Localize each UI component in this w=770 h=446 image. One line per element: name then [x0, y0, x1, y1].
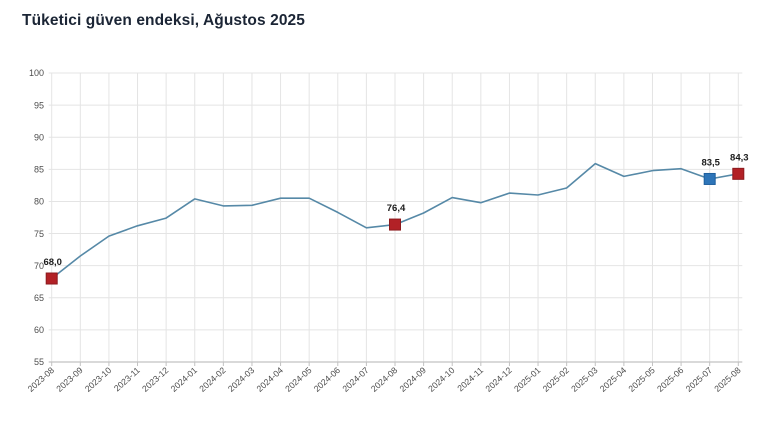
x-tick-label: 2023-11 — [112, 365, 142, 393]
x-tick-label: 2025-04 — [598, 365, 629, 394]
data-point-label-2024-08: 76,4 — [387, 203, 406, 214]
data-point-label-2023-08: 68,0 — [43, 257, 62, 268]
x-tick-label: 2025-06 — [655, 365, 686, 394]
x-tick-label: 2025-08 — [712, 365, 743, 394]
y-tick-label: 80 — [34, 197, 44, 207]
x-tick-label: 2024-03 — [226, 365, 257, 394]
x-tick-label: 2024-10 — [426, 365, 457, 394]
x-tick-label: 2024-05 — [283, 365, 314, 394]
x-tick-label: 2024-02 — [197, 365, 228, 394]
y-tick-label: 95 — [34, 100, 44, 110]
chart-title: Tüketici güven endeksi, Ağustos 2025 — [22, 12, 305, 29]
x-tick-label: 2024-08 — [369, 365, 400, 394]
x-tick-label: 2024-09 — [398, 365, 429, 394]
x-tick-label: 2024-04 — [255, 365, 286, 394]
x-tick-label: 2024-01 — [169, 365, 200, 394]
y-tick-label: 60 — [34, 325, 44, 335]
x-tick-label: 2023-12 — [140, 365, 171, 394]
data-point-label-2025-07: 83,5 — [701, 157, 720, 168]
x-tick-label: 2025-02 — [541, 365, 572, 394]
x-tick-label: 2023-10 — [83, 365, 114, 394]
y-tick-label: 65 — [34, 293, 44, 303]
x-tick-label: 2024-06 — [312, 365, 343, 394]
y-tick-label: 55 — [34, 357, 44, 367]
y-tick-label: 85 — [34, 165, 44, 175]
data-point-marker-2023-08 — [45, 272, 58, 285]
x-tick-label: 2023-09 — [54, 365, 85, 394]
x-tick-label: 2024-12 — [483, 365, 514, 394]
x-tick-label: 2023-08 — [26, 365, 57, 394]
y-tick-label: 90 — [34, 132, 44, 142]
y-tick-label: 75 — [34, 229, 44, 239]
x-tick-label: 2024-07 — [340, 365, 371, 394]
data-point-marker-2025-07 — [703, 172, 716, 185]
data-point-marker-2024-08 — [389, 218, 401, 231]
x-tick-label: 2025-03 — [569, 365, 600, 394]
x-tick-label: 2025-01 — [512, 365, 543, 394]
y-tick-label: 100 — [29, 68, 44, 78]
data-point-marker-2025-08 — [732, 167, 745, 180]
x-tick-label: 2025-05 — [626, 365, 657, 394]
x-tick-label: 2024-11 — [455, 365, 485, 393]
x-tick-label: 2025-07 — [684, 365, 715, 394]
data-point-label-2025-08: 84,3 — [730, 152, 749, 163]
y-tick-label: 70 — [34, 261, 44, 271]
